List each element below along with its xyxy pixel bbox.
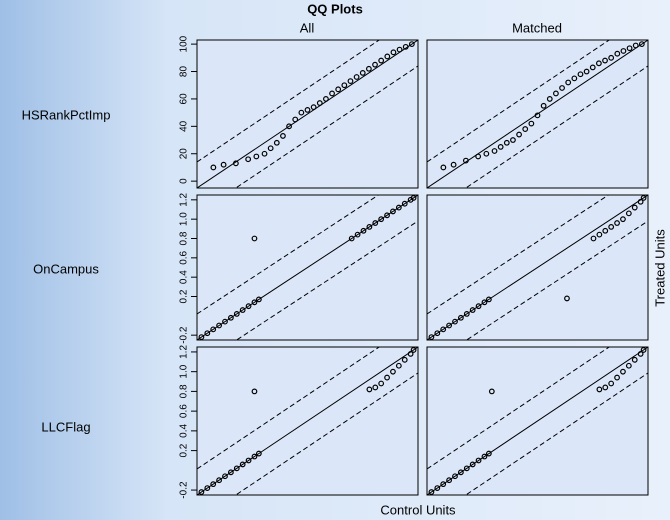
y-tick-label: -0.2 <box>179 481 190 499</box>
y-tick-label: 1.2 <box>179 345 190 359</box>
qq-plots: QQ Plots All Matched HSRankPctImp OnCamp… <box>0 0 670 520</box>
y-tick-label: 40 <box>179 120 190 132</box>
y-tick-label: 0.8 <box>179 384 190 398</box>
column-label: All <box>300 20 315 35</box>
column-label: Matched <box>512 20 562 35</box>
title: QQ Plots <box>307 1 363 16</box>
x-axis-label: Control Units <box>380 502 456 517</box>
y-tick-label: 1.0 <box>179 212 190 226</box>
y-tick-label: 0.6 <box>179 404 190 418</box>
row-label: OnCampus <box>33 261 99 276</box>
y-tick-label: 80 <box>179 66 190 78</box>
y-tick-label: 0.4 <box>179 270 190 284</box>
row-label: LLCFlag <box>41 419 90 434</box>
y-tick-label: 0.2 <box>179 289 190 303</box>
y-tick-label: 0 <box>179 178 190 184</box>
y-tick-label: 1.0 <box>179 364 190 378</box>
y-tick-label: -0.2 <box>179 326 190 344</box>
y-tick-label: 0.6 <box>179 250 190 264</box>
y-tick-label: 100 <box>179 35 190 52</box>
y-tick-label: 60 <box>179 93 190 105</box>
y-tick-label: 1.2 <box>179 192 190 206</box>
y-tick-label: 0.4 <box>179 423 190 437</box>
y-tick-label: 0.8 <box>179 231 190 245</box>
y-tick-label: 20 <box>179 148 190 160</box>
y-tick-label: 0.2 <box>179 443 190 457</box>
row-label: HSRankPctImp <box>22 107 111 122</box>
y-axis-label: Treated Units <box>652 229 667 307</box>
